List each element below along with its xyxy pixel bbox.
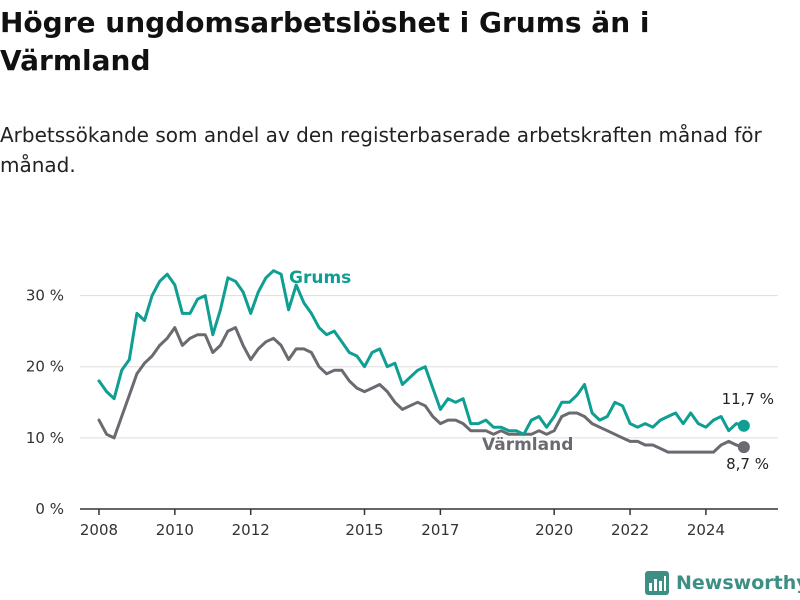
x-tick-label: 2008 <box>80 521 118 539</box>
x-tick-label: 2010 <box>156 521 194 539</box>
chart-title: Högre ungdomsarbetslöshet i Grums än i V… <box>0 6 650 77</box>
end-value-label-varmland: 8,7 % <box>726 455 769 473</box>
x-tick-label: 2017 <box>421 521 459 539</box>
y-tick-label: 30 % <box>26 287 64 305</box>
x-tick-label: 2012 <box>232 521 270 539</box>
line-chart: 0 % 10 % 20 % 30 % 2008 2010 2012 2015 2017 2020… <box>26 268 778 539</box>
series-label-varmland: Värmland <box>482 435 573 455</box>
x-tick-label: 2015 <box>345 521 383 539</box>
x-tick-label: 2022 <box>611 521 649 539</box>
series-line-varmland <box>97 326 746 454</box>
newsworthy-logo: Newsworthy <box>645 568 800 598</box>
chart-subtitle: Arbetssökande som andel av den registerb… <box>0 123 762 177</box>
series-label-grums: Grums <box>289 268 351 288</box>
y-tick-label: 0 % <box>35 500 64 518</box>
end-value-label-grums: 11,7 % <box>722 390 774 408</box>
series-line-grums <box>97 269 746 436</box>
bar-chart-icon <box>645 571 669 595</box>
brand-name: Newsworthy <box>676 572 800 594</box>
y-axis-ticks: 0 % 10 % 20 % 30 % <box>26 287 64 518</box>
gridlines <box>80 295 778 439</box>
y-tick-label: 10 % <box>26 429 64 447</box>
end-point-varmland <box>737 441 750 454</box>
y-tick-label: 20 % <box>26 358 64 376</box>
end-point-grums <box>737 419 750 432</box>
x-axis-ticks: 2008 2010 2012 2015 2017 2020 2022 2024 <box>80 509 725 539</box>
x-tick-label: 2020 <box>535 521 573 539</box>
x-tick-label: 2024 <box>687 521 725 539</box>
